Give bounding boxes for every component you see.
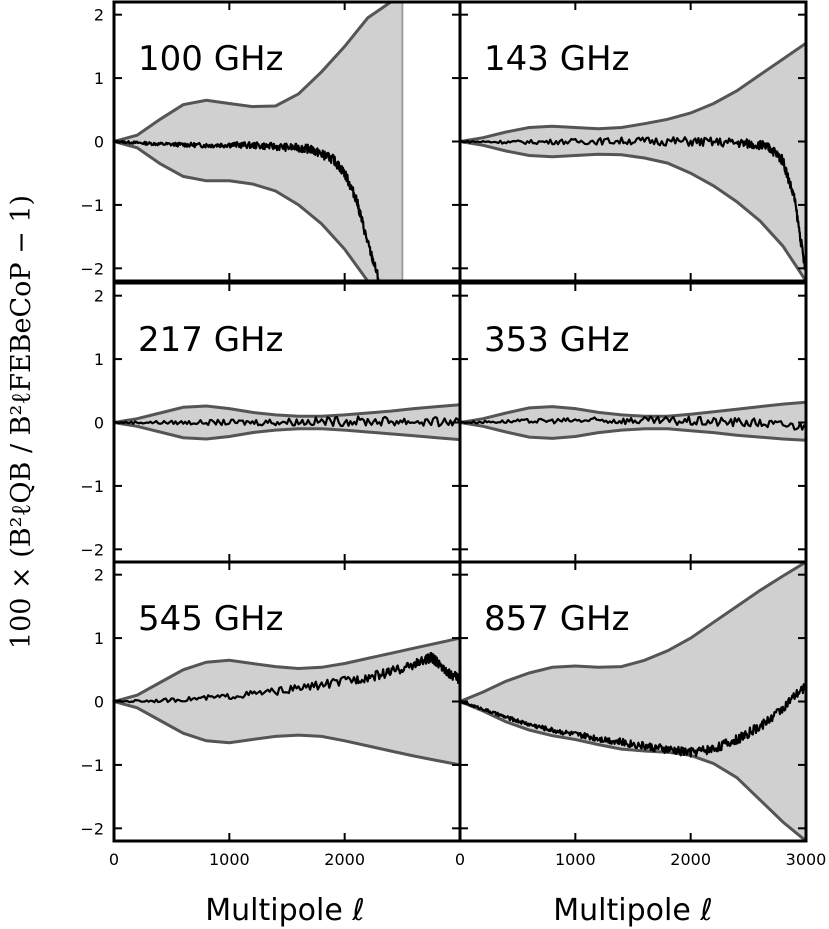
- panel-frequency-label: 100 GHz: [138, 39, 283, 79]
- beam-ratio-curve: [114, 139, 381, 281]
- y-tick-label: 0: [94, 414, 104, 433]
- band-lower-edge: [114, 140, 403, 281]
- panel-plot-area: [460, 562, 806, 841]
- y-tick-label: 0: [94, 693, 104, 712]
- y-tick-label: 1: [94, 629, 104, 648]
- beam-ratio-curve: [460, 136, 806, 275]
- band-upper-edge: [114, 403, 460, 424]
- band-lower-edge: [460, 421, 806, 442]
- y-tick-label: −1: [80, 477, 104, 496]
- panels-layer: 100 GHz 143 GHz 217 GHz 353 GHz 545 GHz 857 G…: [112, 0, 808, 843]
- panel-3: 217 GHz: [112, 281, 462, 564]
- band-upper-edge: [460, 41, 806, 143]
- band-lower-edge: [460, 140, 806, 281]
- y-tick-label: 0: [94, 133, 104, 152]
- beam-ratio-curve: [114, 415, 460, 428]
- beam-ratio-curve: [460, 683, 806, 758]
- panel-frequency-label: 217 GHz: [138, 320, 283, 360]
- band-upper-edge: [460, 400, 806, 424]
- band-lower-edge: [460, 700, 806, 841]
- y-tick-label: −2: [80, 540, 104, 559]
- uncertainty-band: [114, 2, 403, 281]
- beam-ratio-curve: [460, 415, 806, 431]
- panel-frequency-label: 545 GHz: [138, 599, 283, 639]
- band-lower-edge: [114, 700, 460, 767]
- x-tick-label: 1000: [555, 850, 596, 869]
- panel-plot-area: [460, 400, 806, 442]
- uncertainty-band: [460, 562, 806, 841]
- panel-1: 100 GHz: [112, 0, 462, 283]
- tick-labels-layer: −2 −1 0 1 2 −2 −1 0 1 2 −2 −1 0 1 2 0 1000 2000 0 1000 2000 3…: [80, 6, 826, 869]
- band-upper-edge: [114, 2, 403, 143]
- y-tick-label: 1: [94, 350, 104, 369]
- panel-2: 143 GHz: [458, 0, 808, 283]
- panel-plot-area: [114, 403, 460, 442]
- y-tick-label: 2: [94, 6, 104, 25]
- x-axis-label-left: Multipole ℓ: [205, 893, 364, 928]
- panel-plot-area: [114, 636, 460, 767]
- y-tick-label: 2: [94, 566, 104, 585]
- beyond-cutoff-region: [401, 2, 460, 281]
- x-axis-label-right: Multipole ℓ: [553, 893, 712, 928]
- x-tick-label: 2000: [670, 850, 711, 869]
- y-tick-label: −1: [80, 196, 104, 215]
- x-tick-label: 2000: [324, 850, 365, 869]
- y-tick-label: −2: [80, 819, 104, 838]
- panel-frequency-label: 353 GHz: [484, 320, 629, 360]
- uncertainty-band: [114, 638, 460, 765]
- panel-frequency-label: 143 GHz: [484, 39, 629, 79]
- uncertainty-band: [460, 43, 806, 281]
- panel-6: 857 GHz: [458, 560, 808, 843]
- panel-plot-area: [114, 2, 460, 281]
- x-tick-label: 3000: [786, 850, 827, 869]
- band-upper-edge: [114, 636, 460, 703]
- panel-5: 545 GHz: [112, 560, 462, 843]
- panel-plot-area: [460, 41, 806, 281]
- x-tick-label: 1000: [209, 850, 250, 869]
- beam-ratio-curve: [114, 652, 460, 704]
- x-tick-label: 0: [109, 850, 119, 869]
- y-tick-label: −1: [80, 756, 104, 775]
- y-tick-label: 1: [94, 69, 104, 88]
- y-tick-label: 2: [94, 287, 104, 306]
- band-lower-edge: [114, 421, 460, 442]
- panel-frequency-label: 857 GHz: [484, 599, 629, 639]
- band-upper-edge: [460, 562, 806, 703]
- panel-4: 353 GHz: [458, 281, 808, 564]
- y-axis-label: 100 × (B²ℓQB / B²ℓFEBeCoP − 1): [6, 195, 37, 649]
- y-tick-label: −2: [80, 259, 104, 278]
- x-tick-label: 0: [455, 850, 465, 869]
